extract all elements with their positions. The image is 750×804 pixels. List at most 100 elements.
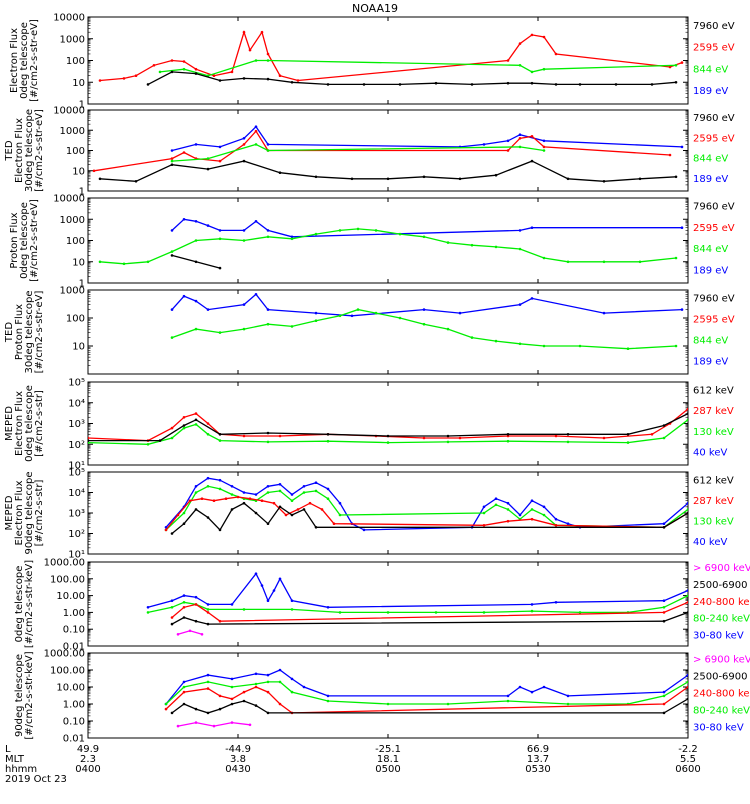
- data-point: [188, 629, 192, 633]
- data-point: [602, 180, 606, 183]
- legend-entry: 287 keV: [693, 406, 734, 417]
- data-point: [194, 485, 198, 488]
- data-point: [302, 485, 306, 488]
- data-point: [206, 167, 210, 171]
- data-point: [206, 224, 210, 227]
- data-point: [206, 516, 210, 519]
- data-point: [254, 572, 258, 575]
- y-axis-label: 90deg telescope: [14, 654, 25, 737]
- data-point: [542, 344, 546, 348]
- y-tick-label: 100: [66, 56, 85, 67]
- data-point: [626, 433, 630, 436]
- legend-entry: 2500-6900: [693, 671, 748, 682]
- data-point: [338, 229, 342, 232]
- data-point: [170, 163, 174, 166]
- data-point: [332, 522, 336, 525]
- data-point: [506, 699, 510, 703]
- data-point: [542, 685, 546, 689]
- data-point: [326, 439, 330, 443]
- y-axis-label: [#/cm2-s-str-eV]: [34, 291, 45, 374]
- y-axis-label: 90deg telescope: [24, 471, 35, 554]
- data-point: [458, 311, 462, 315]
- data-point: [530, 508, 534, 511]
- series-black: [88, 413, 688, 442]
- data-point: [314, 481, 318, 485]
- legend-entry: 2500-6900: [693, 580, 748, 591]
- data-point: [266, 711, 270, 715]
- data-point: [242, 159, 246, 163]
- series-red: [165, 686, 688, 714]
- data-point: [182, 67, 186, 71]
- data-point: [134, 180, 138, 183]
- y-axis-label: 0deg telescope: [24, 385, 35, 462]
- data-point: [662, 599, 666, 602]
- data-point: [248, 497, 252, 501]
- y-tick-label: 10: [72, 166, 85, 177]
- data-point: [638, 177, 642, 181]
- data-point: [446, 702, 450, 706]
- data-point: [386, 441, 390, 444]
- data-point: [206, 608, 210, 611]
- data-point: [314, 175, 318, 179]
- legend-entry: 7960 eV: [693, 21, 735, 32]
- panel-6: 10⁵ 10⁴ 10³ 10² 10¹ MEPED Electron Flux 90deg t…: [4, 468, 734, 561]
- data-point: [482, 511, 486, 515]
- y-tick-label: 10000: [53, 106, 85, 117]
- data-point: [518, 513, 522, 517]
- data-point: [206, 603, 210, 606]
- data-point: [182, 685, 186, 689]
- y-tick-label: 10: [72, 342, 85, 353]
- data-point: [278, 577, 282, 581]
- data-point: [506, 433, 510, 436]
- data-point: [170, 532, 174, 535]
- data-point: [218, 619, 222, 623]
- y-tick-label: 10³: [68, 419, 85, 430]
- y-tick-label: 100: [66, 236, 85, 247]
- data-point: [88, 436, 90, 440]
- data-point: [212, 74, 216, 77]
- date-label: 2019 Oct 23: [5, 774, 67, 785]
- legend-entry: 30-80 keV: [693, 630, 744, 641]
- data-point: [290, 237, 294, 241]
- y-axis-label: [#/cm2-s-str]: [34, 390, 45, 457]
- data-point: [242, 608, 246, 611]
- data-point: [122, 262, 126, 266]
- data-point: [680, 61, 684, 64]
- data-point: [374, 229, 378, 232]
- data-point: [686, 697, 688, 701]
- data-point: [266, 431, 270, 435]
- y-tick-label: 10: [72, 78, 85, 89]
- data-point: [194, 707, 198, 711]
- data-point: [182, 702, 186, 706]
- data-point: [170, 711, 174, 715]
- data-point: [686, 594, 688, 597]
- data-point: [218, 266, 222, 270]
- data-point: [230, 508, 234, 511]
- data-point: [290, 493, 294, 496]
- y-tick-label: 0.10: [63, 625, 85, 636]
- data-point: [170, 336, 174, 339]
- y-tick-label: 10⁴: [68, 488, 85, 499]
- data-point: [230, 702, 234, 706]
- y-tick-label: 100.00: [50, 666, 85, 677]
- data-point: [170, 622, 174, 626]
- data-point: [236, 495, 240, 499]
- data-point: [170, 250, 174, 253]
- data-point: [194, 603, 198, 606]
- data-point: [662, 702, 666, 706]
- data-point: [290, 513, 294, 517]
- data-point: [134, 74, 138, 77]
- data-point: [272, 589, 276, 592]
- data-point: [530, 33, 534, 37]
- data-point: [254, 125, 258, 128]
- data-point: [326, 497, 330, 501]
- y-tick-label: 1: [79, 100, 85, 111]
- data-point: [326, 487, 330, 491]
- data-point: [176, 633, 180, 636]
- data-point: [662, 619, 666, 623]
- legend-entry: 612 keV: [693, 385, 734, 396]
- data-point: [242, 434, 246, 438]
- y-axis-label: TED: [4, 140, 15, 161]
- data-point: [152, 64, 156, 67]
